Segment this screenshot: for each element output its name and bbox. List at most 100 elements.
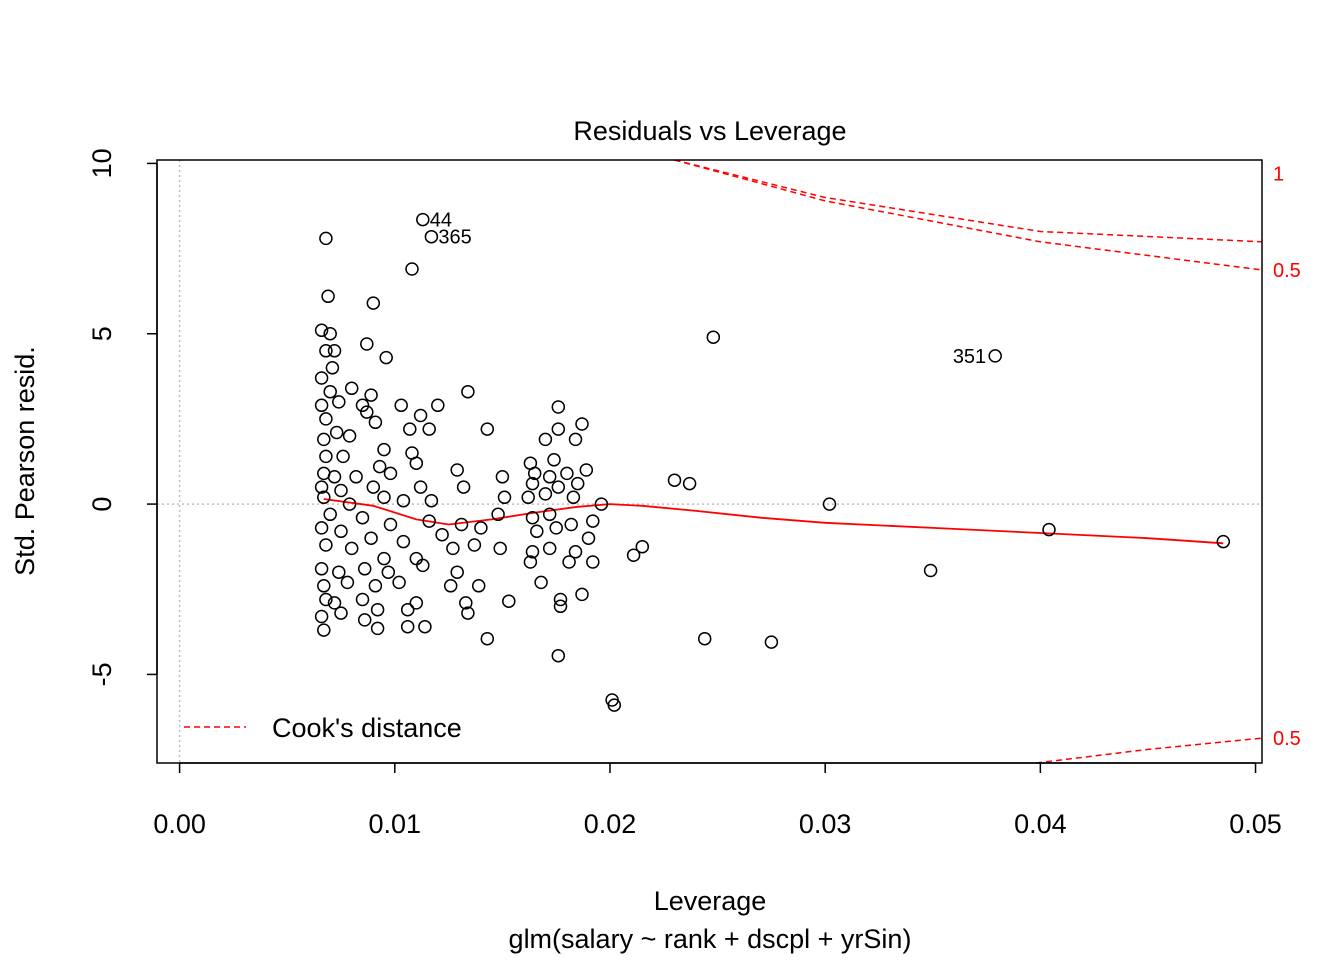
data-point bbox=[314, 398, 329, 413]
data-point bbox=[764, 635, 779, 649]
data-point bbox=[334, 483, 348, 498]
contour-label-0: 1 bbox=[1273, 163, 1284, 185]
x-tick-label: 0.01 bbox=[369, 809, 422, 839]
data-point bbox=[497, 490, 512, 505]
data-point bbox=[607, 698, 622, 712]
data-point bbox=[579, 463, 594, 477]
data-point bbox=[988, 349, 1002, 363]
legend-label: Cook's distance bbox=[272, 713, 462, 743]
data-point bbox=[405, 262, 419, 276]
data-point bbox=[551, 648, 566, 663]
data-point bbox=[525, 545, 540, 559]
data-point bbox=[394, 398, 408, 413]
data-point bbox=[586, 514, 600, 528]
cooks-contour-2 bbox=[1036, 737, 1263, 764]
data-point bbox=[364, 388, 378, 402]
data-point bbox=[562, 555, 576, 569]
data-point bbox=[566, 490, 581, 505]
data-point bbox=[495, 470, 510, 484]
data-point bbox=[542, 541, 557, 556]
data-point bbox=[355, 592, 370, 607]
data-point bbox=[319, 449, 333, 464]
data-point bbox=[379, 350, 393, 365]
data-point bbox=[370, 602, 385, 617]
data-point bbox=[575, 587, 589, 602]
data-point bbox=[450, 565, 464, 579]
data-point bbox=[564, 517, 578, 532]
data-point bbox=[323, 384, 337, 399]
data-point bbox=[366, 480, 381, 494]
data-point bbox=[521, 490, 535, 505]
data-point bbox=[456, 480, 471, 494]
data-point bbox=[480, 631, 495, 646]
data-point bbox=[416, 558, 430, 573]
data-point bbox=[551, 480, 566, 494]
data-point bbox=[443, 579, 458, 593]
data-point bbox=[381, 565, 396, 579]
data-point bbox=[461, 606, 475, 620]
data-point bbox=[321, 289, 335, 304]
x-axis: 0.00 0.01 0.02 0.03 0.04 0.05 bbox=[153, 762, 1282, 839]
data-point bbox=[377, 442, 391, 457]
data-point bbox=[340, 575, 355, 590]
y-tick-label: -5 bbox=[87, 662, 117, 686]
data-point bbox=[396, 493, 411, 508]
data-point bbox=[471, 579, 486, 593]
data-point bbox=[314, 323, 329, 338]
data-point bbox=[403, 422, 417, 436]
data-point bbox=[409, 456, 424, 470]
data-point bbox=[327, 596, 342, 610]
data-point bbox=[336, 449, 350, 464]
data-point bbox=[327, 344, 342, 358]
data-point bbox=[355, 510, 370, 525]
data-point bbox=[327, 470, 342, 484]
data-point bbox=[538, 487, 553, 501]
data-point bbox=[525, 510, 540, 525]
point-id-label: 351 bbox=[953, 346, 986, 368]
data-point bbox=[329, 425, 344, 440]
y-axis-label: Std. Pearson resid. bbox=[10, 346, 40, 576]
x-tick-label: 0.02 bbox=[584, 809, 637, 839]
data-point bbox=[368, 415, 383, 430]
data-point bbox=[553, 592, 568, 607]
x-tick-label: 0.04 bbox=[1014, 809, 1067, 839]
data-point bbox=[822, 497, 837, 511]
data-point bbox=[542, 507, 557, 522]
y-tick-label: 0 bbox=[87, 497, 117, 512]
data-point bbox=[450, 463, 464, 477]
data-point bbox=[568, 545, 583, 559]
data-point bbox=[1042, 522, 1056, 537]
data-point bbox=[409, 551, 424, 566]
data-point bbox=[325, 361, 340, 375]
data-point bbox=[400, 619, 415, 634]
data-point bbox=[480, 422, 495, 436]
x-axis-label: Leverage bbox=[654, 886, 767, 916]
data-point bbox=[424, 493, 439, 508]
contour-label-2: 0.5 bbox=[1273, 728, 1301, 750]
data-point bbox=[549, 521, 563, 535]
data-point bbox=[377, 490, 391, 505]
contour-labels: 1 0.5 0.5 bbox=[1273, 163, 1301, 750]
reference-lines bbox=[157, 160, 1262, 763]
smoother-path bbox=[323, 498, 1224, 545]
y-tick-label: 10 bbox=[87, 148, 117, 178]
data-point bbox=[551, 400, 566, 414]
data-point bbox=[575, 417, 589, 431]
data-point bbox=[314, 562, 329, 576]
legend: Cook's distance bbox=[184, 713, 462, 743]
data-point bbox=[568, 432, 583, 447]
data-point bbox=[323, 326, 337, 341]
data-point bbox=[383, 517, 398, 532]
data-point bbox=[467, 538, 482, 552]
data-point bbox=[317, 623, 331, 637]
data-point bbox=[413, 408, 428, 423]
cooks-distance-contours bbox=[674, 159, 1263, 764]
data-point bbox=[424, 229, 439, 244]
point-id-label: 44 bbox=[430, 210, 452, 232]
y-axis: -5 0 5 10 bbox=[87, 148, 158, 686]
data-point bbox=[342, 497, 357, 511]
data-point bbox=[418, 619, 432, 634]
data-point bbox=[697, 631, 712, 646]
data-point bbox=[355, 398, 370, 413]
data-point bbox=[332, 565, 346, 579]
